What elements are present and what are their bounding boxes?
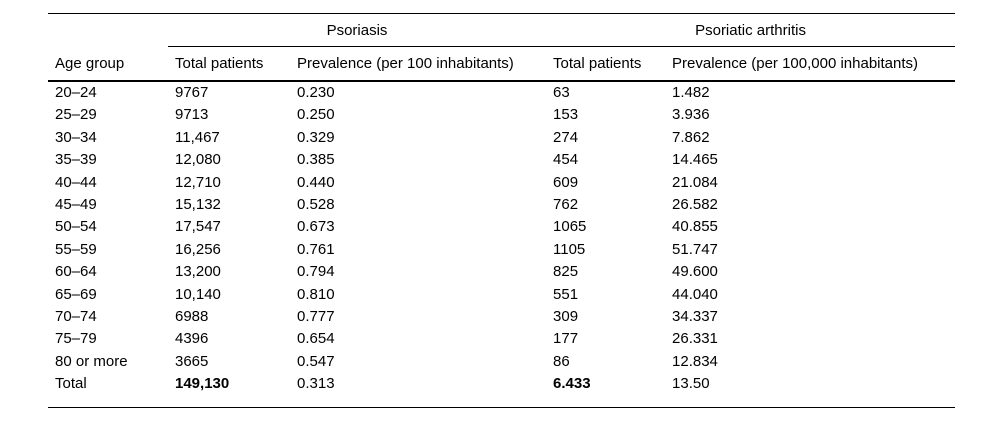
table-row: 20–24 9767 0.230 63 1.482 bbox=[48, 81, 955, 104]
value-cell: 1065 bbox=[553, 218, 587, 236]
age-group-cell: 35–39 bbox=[55, 151, 97, 169]
value-cell: 0.673 bbox=[297, 218, 335, 236]
age-group-cell: 30–34 bbox=[55, 128, 97, 146]
value-cell: 12,710 bbox=[175, 173, 221, 191]
value-cell: 9713 bbox=[175, 106, 209, 124]
table-row: 45–49 15,132 0.528 762 26.582 bbox=[48, 194, 955, 216]
value-cell: 0.810 bbox=[297, 285, 335, 303]
age-group-cell: 55–59 bbox=[55, 240, 97, 258]
age-group-cell: 65–69 bbox=[55, 285, 97, 303]
value-cell: 0.313 bbox=[297, 375, 335, 393]
value-cell: 10,140 bbox=[175, 285, 221, 303]
age-group-cell: 45–49 bbox=[55, 196, 97, 214]
table-row: 55–59 16,256 0.761 1105 51.747 bbox=[48, 239, 955, 261]
value-cell: 12.834 bbox=[672, 352, 718, 370]
value-cell: 9767 bbox=[175, 84, 209, 101]
value-cell: 274 bbox=[553, 128, 579, 146]
value-cell: 49.600 bbox=[672, 263, 718, 281]
age-group-cell: 25–29 bbox=[55, 106, 97, 124]
group-header-psoriatic-arthritis: Psoriatic arthritis bbox=[546, 13, 956, 47]
value-cell: 0.230 bbox=[297, 84, 335, 101]
value-cell: 762 bbox=[553, 196, 579, 214]
value-cell: 51.747 bbox=[672, 240, 718, 258]
table-row: 25–29 9713 0.250 153 3.936 bbox=[48, 104, 955, 126]
value-cell: 609 bbox=[553, 173, 579, 191]
age-group-cell: Total bbox=[55, 375, 87, 393]
table-row: 75–79 4396 0.654 177 26.331 bbox=[48, 328, 955, 350]
table-row: 70–74 6988 0.777 309 34.337 bbox=[48, 306, 955, 328]
value-cell: 26.331 bbox=[672, 330, 718, 348]
column-header-row: Age group Total patients Prevalence (per… bbox=[48, 46, 956, 82]
value-cell: 15,132 bbox=[175, 196, 221, 214]
value-cell: 0.440 bbox=[297, 173, 335, 191]
value-cell: 0.250 bbox=[297, 106, 335, 124]
value-cell: 3665 bbox=[175, 352, 209, 370]
value-cell: 14.465 bbox=[672, 151, 718, 169]
value-cell: 63 bbox=[553, 84, 570, 101]
value-cell: 17,547 bbox=[175, 218, 221, 236]
value-cell: 0.794 bbox=[297, 263, 335, 281]
value-cell: 13,200 bbox=[175, 263, 221, 281]
value-cell: 1.482 bbox=[672, 84, 710, 101]
group-header-row: Psoriasis Psoriatic arthritis bbox=[48, 13, 956, 47]
table-body: 20–24 9767 0.230 63 1.482 25–29 9713 0.250 153 3.… bbox=[48, 81, 955, 408]
value-cell: 7.862 bbox=[672, 128, 710, 146]
value-cell: 4396 bbox=[175, 330, 209, 348]
value-cell: 0.547 bbox=[297, 352, 335, 370]
age-group-cell: 20–24 bbox=[55, 84, 97, 101]
value-cell: 44.040 bbox=[672, 285, 718, 303]
value-cell: 13.50 bbox=[672, 375, 710, 393]
value-cell: 21.084 bbox=[672, 173, 718, 191]
value-cell: 454 bbox=[553, 151, 579, 169]
value-cell: 34.337 bbox=[672, 308, 718, 326]
value-cell: 26.582 bbox=[672, 196, 718, 214]
value-cell: 40.855 bbox=[672, 218, 718, 236]
value-cell: 149,130 bbox=[175, 375, 230, 393]
value-cell: 177 bbox=[553, 330, 579, 348]
value-cell: 0.329 bbox=[297, 128, 335, 146]
table-row: 65–69 10,140 0.810 551 44.040 bbox=[48, 284, 955, 306]
table-row: 30–34 11,467 0.329 274 7.862 bbox=[48, 127, 955, 149]
column-header-psoriasis-prevalence: Prevalence (per 100 inhabitants) bbox=[290, 46, 547, 82]
table-row: 50–54 17,547 0.673 1065 40.855 bbox=[48, 216, 955, 238]
value-cell: 86 bbox=[553, 352, 570, 370]
total-row: Total 149,130 0.313 6.433 13.50 bbox=[48, 373, 955, 408]
group-header-spacer bbox=[48, 14, 168, 47]
value-cell: 309 bbox=[553, 308, 579, 326]
value-cell: 0.777 bbox=[297, 308, 335, 326]
value-cell: 825 bbox=[553, 263, 579, 281]
age-group-cell: 80 or more bbox=[55, 352, 128, 370]
age-group-cell: 75–79 bbox=[55, 330, 97, 348]
value-cell: 6.433 bbox=[553, 375, 591, 393]
column-header-age-group: Age group bbox=[48, 46, 168, 82]
value-cell: 153 bbox=[553, 106, 579, 124]
value-cell: 0.385 bbox=[297, 151, 335, 169]
table-row: 80 or more 3665 0.547 86 12.834 bbox=[48, 351, 955, 373]
age-group-cell: 70–74 bbox=[55, 308, 97, 326]
column-header-psoriasis-total-patients: Total patients bbox=[168, 46, 290, 82]
value-cell: 16,256 bbox=[175, 240, 221, 258]
group-header-psoriasis: Psoriasis bbox=[168, 13, 547, 47]
value-cell: 11,467 bbox=[175, 128, 220, 146]
age-group-cell: 40–44 bbox=[55, 173, 97, 191]
table-row: 35–39 12,080 0.385 454 14.465 bbox=[48, 149, 955, 171]
value-cell: 0.654 bbox=[297, 330, 335, 348]
value-cell: 3.936 bbox=[672, 106, 710, 124]
table-row: 60–64 13,200 0.794 825 49.600 bbox=[48, 261, 955, 283]
prevalence-table: Psoriasis Psoriatic arthritis Age group … bbox=[48, 13, 956, 409]
table-header: Psoriasis Psoriatic arthritis Age group … bbox=[48, 13, 956, 82]
value-cell: 551 bbox=[553, 285, 579, 303]
column-header-psa-total-patients: Total patients bbox=[546, 46, 666, 82]
age-group-cell: 60–64 bbox=[55, 263, 97, 281]
table-row: 40–44 12,710 0.440 609 21.084 bbox=[48, 172, 955, 194]
value-cell: 0.761 bbox=[297, 240, 335, 258]
column-header-psa-prevalence: Prevalence (per 100,000 inhabitants) bbox=[665, 46, 956, 82]
value-cell: 0.528 bbox=[297, 196, 335, 214]
value-cell: 6988 bbox=[175, 308, 209, 326]
value-cell: 1105 bbox=[553, 240, 586, 258]
age-group-cell: 50–54 bbox=[55, 218, 97, 236]
value-cell: 12,080 bbox=[175, 151, 221, 169]
